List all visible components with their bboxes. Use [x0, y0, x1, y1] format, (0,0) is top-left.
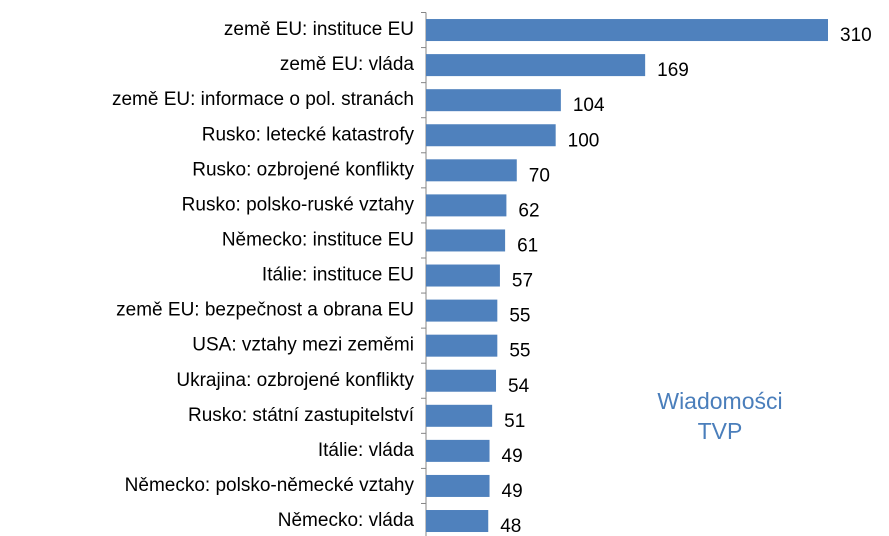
- value-label: 169: [657, 60, 689, 81]
- bar: [426, 89, 561, 112]
- bar: [426, 334, 498, 357]
- bar: [426, 439, 490, 462]
- value-label: 55: [509, 341, 530, 362]
- category-label: země EU: informace o pol. stranách: [112, 89, 414, 110]
- category-label: Rusko: ozbrojené konflikty: [192, 159, 414, 180]
- annotation: Wiadomości TVP: [657, 388, 783, 444]
- bar: [426, 474, 490, 497]
- value-label: 310: [840, 25, 872, 46]
- category-label: Rusko: letecké katastrofy: [202, 124, 415, 145]
- value-label: 54: [508, 376, 530, 397]
- value-label: 55: [509, 306, 530, 327]
- category-label: země EU: instituce EU: [224, 19, 414, 40]
- category-label: Německo: vláda: [278, 510, 415, 531]
- bar: [426, 54, 646, 77]
- bar: [426, 299, 498, 322]
- bar: [426, 19, 828, 42]
- bar: [426, 369, 497, 392]
- value-label: 49: [502, 481, 523, 502]
- bar: [426, 510, 489, 533]
- bar: [426, 404, 493, 427]
- value-label: 104: [573, 95, 605, 116]
- value-label: 57: [512, 271, 533, 292]
- category-label: USA: vztahy mezi zeměmi: [192, 335, 414, 356]
- bar: [426, 194, 507, 217]
- value-label: 48: [500, 516, 521, 536]
- category-label: země EU: bezpečnost a obrana EU: [116, 300, 414, 321]
- category-label: Ukrajina: ozbrojené konflikty: [176, 370, 414, 391]
- bar: [426, 264, 500, 287]
- value-label: 62: [518, 200, 539, 221]
- bar: [426, 124, 556, 147]
- value-label: 100: [568, 130, 600, 151]
- category-label: Rusko: státní zastupitelství: [188, 405, 415, 426]
- category-label: Německo: instituce EU: [222, 229, 414, 250]
- value-label: 61: [517, 235, 538, 256]
- category-label: Německo: polsko-německé vztahy: [125, 475, 415, 496]
- category-label: Itálie: vláda: [318, 440, 415, 461]
- category-label: Rusko: polsko-ruské vztahy: [182, 194, 415, 215]
- bar: [426, 159, 517, 182]
- value-label: 70: [529, 165, 550, 186]
- category-label: země EU: vláda: [280, 54, 415, 75]
- bar: [426, 229, 506, 252]
- category-label: Itálie: instituce EU: [262, 265, 414, 286]
- value-label: 51: [504, 411, 525, 432]
- value-label: 49: [502, 446, 523, 467]
